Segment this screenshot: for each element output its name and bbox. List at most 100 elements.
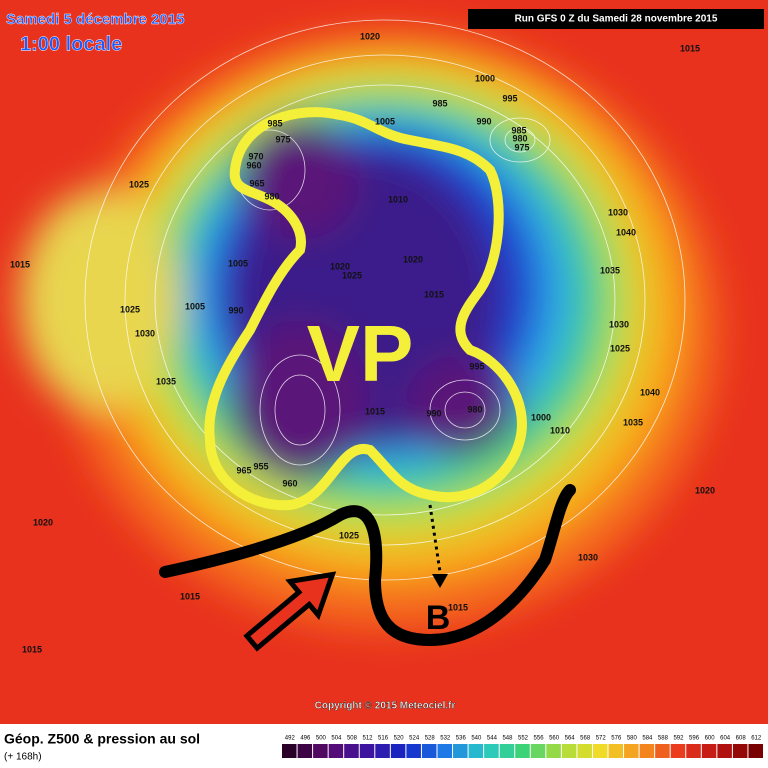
scale-label: 516 (378, 736, 389, 742)
scale-swatch (406, 744, 421, 758)
scale-swatch (359, 744, 375, 758)
scale-label: 584 (642, 736, 653, 742)
pressure-label: 1015 (180, 591, 200, 601)
scale-swatch (670, 744, 686, 758)
scale-label: 508 (347, 736, 358, 742)
pressure-label: 1025 (120, 304, 140, 314)
pressure-label: 995 (502, 93, 517, 103)
pressure-label: 985 (432, 98, 447, 108)
pressure-label: 1015 (10, 259, 30, 269)
local-time: 1:00 locale (20, 33, 122, 55)
scale-swatch (577, 744, 592, 758)
pressure-label: 1025 (129, 179, 149, 189)
date: Samedi 5 décembre 2015 (6, 11, 184, 28)
pressure-label: 1030 (135, 328, 155, 338)
scale-swatch (732, 744, 748, 758)
pressure-label: 980 (264, 191, 279, 201)
pressure-label: 1000 (475, 73, 495, 83)
pressure-label: 995 (469, 361, 484, 371)
run-info: Run GFS 0 Z du Samedi 28 novembre 2015 (515, 14, 718, 25)
scale-swatch (328, 744, 344, 758)
pressure-label: 990 (426, 408, 441, 418)
scale-label: 512 (363, 736, 374, 742)
scale-label: 540 (471, 736, 482, 742)
pressure-label: 1015 (424, 289, 444, 299)
scale-swatch (421, 744, 437, 758)
pressure-label: 980 (512, 133, 527, 143)
pressure-label: 990 (228, 305, 243, 315)
pressure-label: 1020 (403, 254, 423, 264)
scale-swatch (375, 744, 390, 758)
scale-label: 492 (285, 736, 296, 742)
pressure-label: 1030 (578, 552, 598, 562)
scale-swatch (390, 744, 406, 758)
scale-label: 528 (425, 736, 436, 742)
scale-label: 608 (736, 736, 747, 742)
pressure-label: 1010 (388, 194, 408, 204)
scale-label: 560 (549, 736, 560, 742)
scale-swatch (639, 744, 655, 758)
pressure-label: 1010 (550, 425, 570, 435)
pressure-label: 1005 (375, 116, 395, 126)
scale-swatch (437, 744, 453, 758)
pressure-label: 1015 (448, 602, 468, 612)
scale-swatch (515, 744, 530, 758)
scale-swatch (282, 744, 297, 758)
scale-swatch (655, 744, 670, 758)
pressure-label: 965 (249, 178, 264, 188)
scale-label: 504 (331, 736, 342, 742)
pressure-label: 1015 (22, 644, 42, 654)
pressure-label: 1020 (33, 517, 53, 527)
scale-label: 588 (658, 736, 669, 742)
scale-label: 596 (689, 736, 700, 742)
scale-label: 612 (751, 736, 762, 742)
pressure-label: 960 (246, 160, 261, 170)
scale-label: 552 (518, 736, 529, 742)
scale-label: 536 (456, 736, 467, 742)
pressure-label: 970 (248, 151, 263, 161)
pressure-label: 1035 (623, 417, 643, 427)
pressure-label: 980 (467, 404, 482, 414)
pressure-label: 1015 (365, 406, 385, 416)
scale-swatch (624, 744, 639, 758)
scale-label: 572 (596, 736, 607, 742)
pressure-label: 960 (282, 478, 297, 488)
scale-label: 556 (534, 736, 545, 742)
scale-label: 524 (409, 736, 420, 742)
scale-swatch (592, 744, 608, 758)
pressure-label: 965 (236, 465, 251, 475)
scale-swatch (546, 744, 561, 758)
scale-swatch (484, 744, 499, 758)
scale-label: 544 (487, 736, 498, 742)
scale-label: 580 (627, 736, 638, 742)
pressure-label: 1020 (360, 31, 380, 41)
scale-label: 500 (316, 736, 327, 742)
scale-label: 496 (300, 736, 311, 742)
isobars (84, 19, 686, 581)
pressure-label: 1035 (600, 265, 620, 275)
pressure-label: 955 (253, 461, 268, 471)
scale-swatch (701, 744, 717, 758)
copyright: Copyright © 2015 Meteociel.fr (315, 701, 456, 712)
pressure-label: 985 (267, 118, 282, 128)
flow-arrow (243, 571, 337, 652)
vortex-label: VP (307, 309, 414, 398)
scale-label: 564 (565, 736, 576, 742)
pressure-label: 985 (511, 125, 526, 135)
scale-swatch (453, 744, 468, 758)
scale-label: 604 (720, 736, 731, 742)
scale-swatch (686, 744, 701, 758)
pressure-label: 1000 (531, 412, 551, 422)
pressure-label: 1015 (680, 43, 700, 53)
pressure-label: 975 (275, 134, 290, 144)
scale-swatch (717, 744, 732, 758)
dotted-path (428, 504, 442, 573)
pressure-label: 1030 (608, 207, 628, 217)
pressure-label: 1035 (156, 376, 176, 386)
scale-label: 600 (705, 736, 716, 742)
scale-label: 532 (440, 736, 451, 742)
pressure-label: 1040 (640, 387, 660, 397)
scale-label: 568 (580, 736, 591, 742)
